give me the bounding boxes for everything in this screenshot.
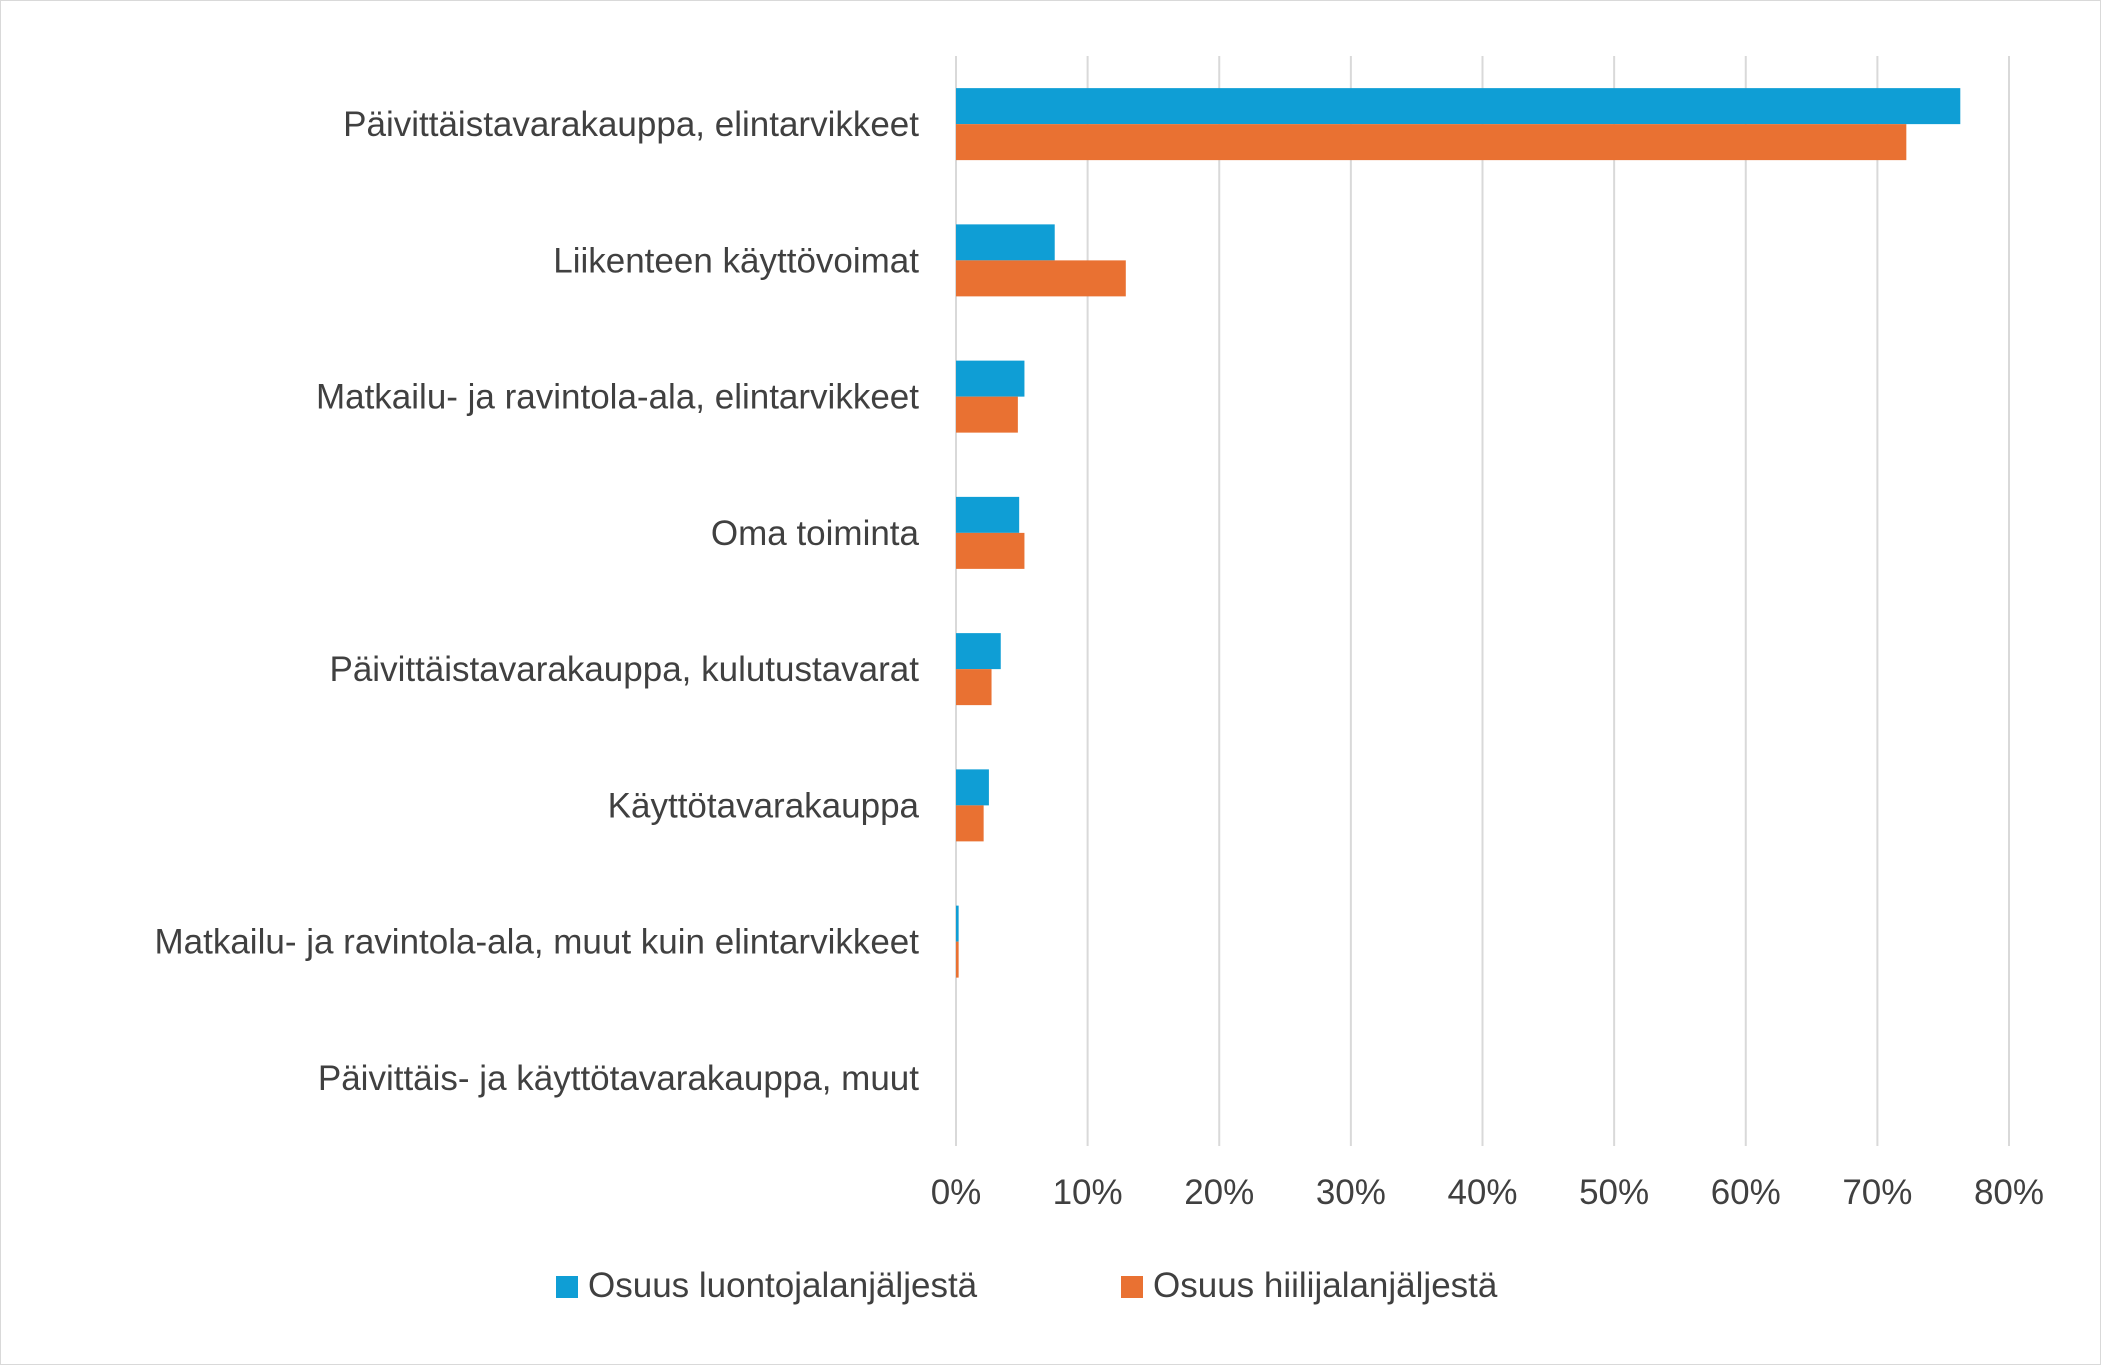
x-tick-label: 40%: [1447, 1173, 1517, 1212]
bar-luonto: [956, 224, 1055, 261]
x-tick-label: 80%: [1974, 1173, 2044, 1212]
category-labels: Päivittäistavarakauppa, elintarvikkeet Li…: [155, 105, 920, 1098]
legend-swatch: [556, 1276, 578, 1298]
x-tick-labels: 0% 10% 20% 30% 40% 50% 60% 70% 80%: [931, 1173, 2044, 1212]
x-tick-label: 20%: [1184, 1173, 1254, 1212]
category-label: Liikenteen käyttövoimat: [553, 241, 919, 280]
category-label: Käyttötavarakauppa: [608, 786, 920, 825]
bar-hiili: [956, 805, 984, 842]
category-label: Päivittäis- ja käyttötavarakauppa, muut: [318, 1059, 919, 1098]
bar-hiili: [956, 396, 1018, 433]
category-label: Matkailu- ja ravintola-ala, muut kuin el…: [155, 923, 920, 962]
bar-hiili: [956, 941, 959, 978]
x-tick-label: 30%: [1316, 1173, 1386, 1212]
bars: [956, 88, 1961, 978]
category-label: Päivittäistavarakauppa, kulutustavarat: [330, 650, 920, 689]
bar-luonto: [956, 88, 1961, 125]
category-label: Oma toiminta: [711, 514, 920, 553]
legend-label: Osuus luontojalanjäljestä: [588, 1266, 978, 1305]
x-tick-label: 60%: [1711, 1173, 1781, 1212]
gridlines: [955, 56, 2010, 1146]
legend-label: Osuus hiilijalanjäljestä: [1153, 1266, 1498, 1305]
bar-hiili: [956, 260, 1126, 297]
bar-luonto: [956, 905, 959, 942]
bar-luonto: [956, 360, 1025, 397]
bar-hiili: [956, 532, 1025, 569]
legend: Osuus luontojalanjäljestä Osuus hiilijala…: [556, 1266, 1498, 1305]
legend-swatch: [1121, 1276, 1143, 1298]
category-label: Päivittäistavarakauppa, elintarvikkeet: [343, 105, 919, 144]
x-tick-label: 50%: [1579, 1173, 1649, 1212]
x-tick-label: 10%: [1053, 1173, 1123, 1212]
bar-luonto: [956, 496, 1020, 533]
x-tick-label: 0%: [931, 1173, 982, 1212]
bar-luonto: [956, 769, 989, 806]
bar-luonto: [956, 633, 1001, 670]
bar-hiili: [956, 669, 992, 706]
x-tick-label: 70%: [1842, 1173, 1912, 1212]
category-label: Matkailu- ja ravintola-ala, elintarvikke…: [316, 378, 919, 417]
bar-hiili: [956, 124, 1907, 161]
